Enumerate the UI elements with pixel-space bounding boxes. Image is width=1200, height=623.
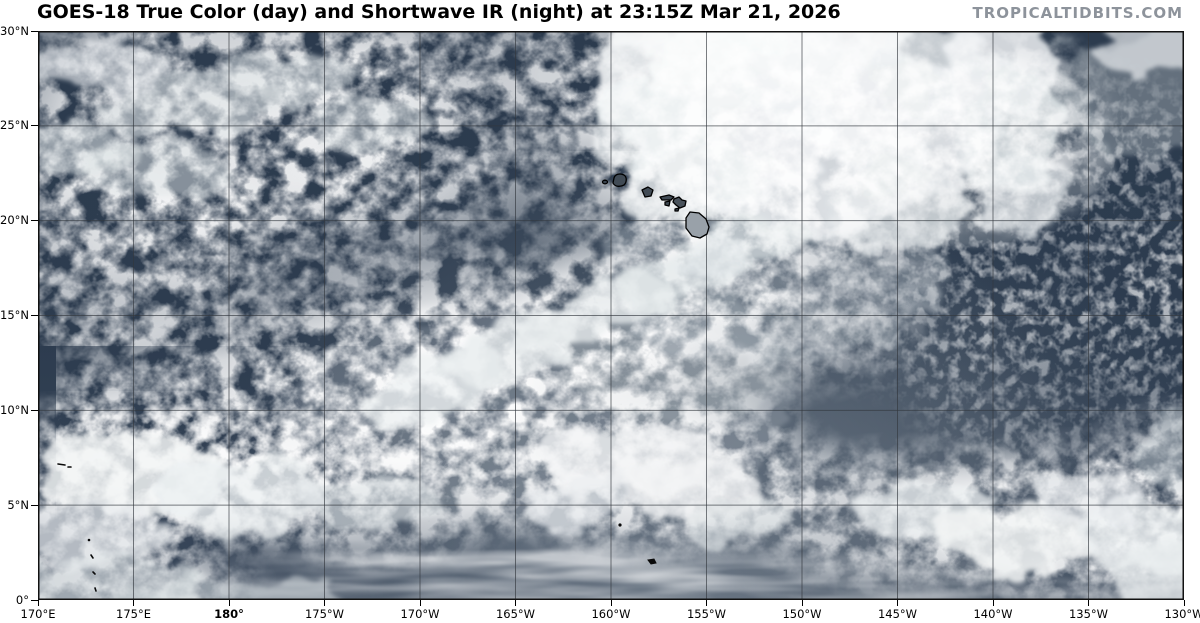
lon-tick-mark (1183, 600, 1185, 606)
lat-tick-label: 15°N (0, 308, 29, 322)
lat-tick-label: 30°N (0, 23, 29, 38)
lat-tick-label: 10°N (0, 402, 29, 417)
brand-watermark: TROPICALTIDBITS.COM (972, 4, 1183, 22)
lon-tick-label: 135°W (1068, 607, 1109, 621)
lon-tick-label: 140°W (973, 607, 1013, 621)
lon-tick-mark (324, 600, 325, 606)
island-molokai (659, 194, 675, 201)
lon-tick-label: 155°W (686, 607, 727, 621)
island-oahu (641, 186, 654, 198)
lon-tick-mark (228, 600, 230, 606)
lat-tick-label: 25°N (0, 118, 29, 133)
island-kiritimati (647, 558, 657, 565)
satellite-imagery (38, 31, 1184, 600)
lon-tick-label: 145°W (877, 607, 918, 621)
lon-tick-label: 170°W (400, 607, 440, 621)
image-title: GOES-18 True Color (day) and Shortwave I… (37, 1, 841, 23)
lon-tick-label: 175°W (304, 607, 345, 621)
lon-tick-label: 150°W (782, 607, 822, 621)
lon-tick-label: 180° (214, 607, 244, 621)
hawaiian-islands (601, 173, 710, 239)
lat-tick-mark (31, 315, 38, 316)
lon-tick-mark (897, 600, 898, 606)
cloud-mass-texture (518, 31, 1138, 291)
lon-tick-mark (419, 600, 421, 606)
lat-tick-label: 5°N (7, 497, 29, 512)
lon-tick-label: 170°E (20, 607, 56, 621)
lon-tick-mark (515, 600, 516, 606)
lat-tick-label: 20°N (0, 213, 29, 228)
graticule (38, 31, 1184, 600)
island-maui (672, 196, 687, 209)
lat-tick-mark (31, 125, 38, 127)
lat-tick-mark (31, 409, 38, 411)
lon-tick-label: 165°W (495, 607, 536, 621)
island-kauai (612, 173, 627, 187)
lon-tick-label: 160°W (591, 607, 631, 621)
lat-tick-mark (31, 220, 38, 222)
island-hawaii (685, 211, 710, 239)
lon-tick-mark (37, 600, 39, 606)
lon-tick-mark (801, 600, 803, 606)
lon-tick-mark (133, 600, 134, 606)
lon-tick-label: 175°E (116, 607, 151, 621)
lon-tick-mark (1088, 600, 1089, 606)
lon-tick-mark (992, 600, 994, 606)
lon-tick-mark (610, 600, 612, 606)
lat-tick-label: 0° (15, 592, 29, 607)
island-kahoolawe (674, 207, 680, 212)
lat-tick-mark (31, 504, 38, 506)
lon-tick-mark (706, 600, 707, 606)
island-niihau (601, 179, 609, 185)
satellite-map (38, 31, 1184, 600)
island-lanai (664, 200, 671, 207)
equatorial-islets (57, 463, 657, 592)
map-border (38, 31, 1184, 600)
lat-tick-mark (31, 30, 38, 32)
lat-tick-mark (31, 599, 38, 601)
lon-tick-label: 130°W (1164, 607, 1200, 621)
